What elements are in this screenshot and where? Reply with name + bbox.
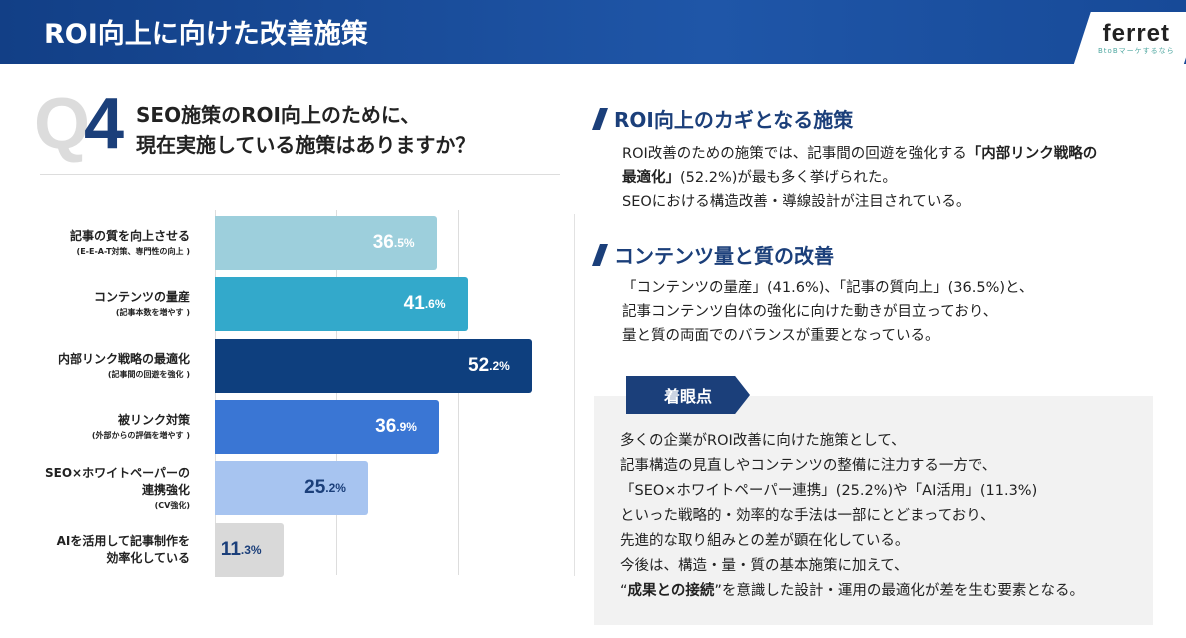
bar-value-decimal: .9% xyxy=(396,419,417,434)
bar: 36.9% xyxy=(215,399,439,454)
bar: 36.5% xyxy=(215,216,437,270)
page-title: ROI向上に向けた改善施策 xyxy=(44,19,368,50)
focus-text: 多くの企業がROI改善に向けた施策として、 記事構造の見直しやコンテンツの整備に注… xyxy=(620,433,1084,599)
focus-box xyxy=(594,396,1153,625)
ferret-logo: ferret BtoBマーケするなら xyxy=(1098,20,1175,56)
slash-icon xyxy=(591,243,609,266)
bar: 25.2% xyxy=(215,461,368,516)
divider xyxy=(40,174,560,175)
bar-value-decimal: .3% xyxy=(240,542,262,557)
section-body-content: 「コンテンツの量産」(41.6%)、「記事の質向上」(36.5%)と、 記事コン… xyxy=(622,280,1034,344)
section-title-roi-key: ROI向上のカギとなる施策 xyxy=(591,104,853,133)
category-label: AIを活用して記事制作を 効率化している xyxy=(56,533,190,565)
focus-badge: 着眼点 xyxy=(626,376,750,414)
bar: 11.3% xyxy=(215,522,284,577)
bar-chart: 36.5% 記事の質を向上させる (E-E-A-T対策、専門性の向上 ) 41.6% コ… xyxy=(0,200,580,580)
header-bar: ROI向上に向けた改善施策 xyxy=(0,0,1186,64)
bar-value: 36 xyxy=(372,232,394,253)
bar-value-decimal: .5% xyxy=(393,236,415,250)
section-title-content: コンテンツ量と質の改善 xyxy=(591,240,834,269)
column-divider xyxy=(574,214,575,576)
section-body-roi-key: ROI改善のための施策では、記事間の回遊を強化する「内部リンク戦略の 最適化」(… xyxy=(622,146,1098,210)
question-number: Q4 xyxy=(34,84,125,164)
category-label: 記事の質を向上させる (E-E-A-T対策、専門性の向上 ) xyxy=(69,229,190,256)
bar-value: 41 xyxy=(403,293,425,315)
question-text: SEO施策のROI向上のために、 現在実施している施策はありますか？ xyxy=(136,103,476,157)
category-label: 被リンク対策 (外部からの評価を増やす ) xyxy=(91,412,190,440)
category-label: 内部リンク戦略の最適化 (記事間の回遊を強化 ) xyxy=(57,351,190,379)
bar: 41.6% xyxy=(215,277,468,332)
category-label: コンテンツの量産 (記事本数を増やす ) xyxy=(93,290,190,318)
bar: 52.2% xyxy=(215,338,532,393)
bar-value-decimal: .6% xyxy=(424,297,446,312)
bar-value: 25 xyxy=(304,477,326,499)
slash-icon xyxy=(591,107,609,130)
bar-value-decimal: .2% xyxy=(325,481,346,496)
bar-value: 11 xyxy=(220,538,241,560)
bar-value-decimal: .2% xyxy=(489,358,510,373)
bar-value: 36 xyxy=(375,415,397,437)
bar-value: 52 xyxy=(468,354,490,376)
category-label: SEO×ホワイトペーパーの 連携強化 (CV強化) xyxy=(45,465,190,510)
